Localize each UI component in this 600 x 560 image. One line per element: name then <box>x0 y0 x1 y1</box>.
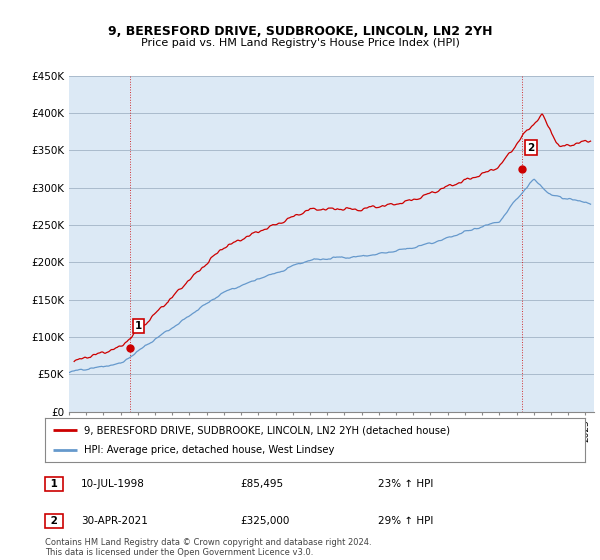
Text: 2: 2 <box>47 516 61 526</box>
Text: 1: 1 <box>47 479 61 489</box>
Text: 29% ↑ HPI: 29% ↑ HPI <box>378 516 433 526</box>
Text: Contains HM Land Registry data © Crown copyright and database right 2024.
This d: Contains HM Land Registry data © Crown c… <box>45 538 371 557</box>
Text: 9, BERESFORD DRIVE, SUDBROOKE, LINCOLN, LN2 2YH: 9, BERESFORD DRIVE, SUDBROOKE, LINCOLN, … <box>108 25 492 38</box>
Text: 9, BERESFORD DRIVE, SUDBROOKE, LINCOLN, LN2 2YH (detached house): 9, BERESFORD DRIVE, SUDBROOKE, LINCOLN, … <box>84 425 450 435</box>
Text: 1: 1 <box>135 321 142 332</box>
Text: 23% ↑ HPI: 23% ↑ HPI <box>378 479 433 489</box>
Text: 30-APR-2021: 30-APR-2021 <box>81 516 148 526</box>
Text: Price paid vs. HM Land Registry's House Price Index (HPI): Price paid vs. HM Land Registry's House … <box>140 38 460 48</box>
Text: 2: 2 <box>527 142 535 152</box>
Text: £85,495: £85,495 <box>240 479 283 489</box>
Text: 10-JUL-1998: 10-JUL-1998 <box>81 479 145 489</box>
Text: HPI: Average price, detached house, West Lindsey: HPI: Average price, detached house, West… <box>84 445 334 455</box>
Text: £325,000: £325,000 <box>240 516 289 526</box>
